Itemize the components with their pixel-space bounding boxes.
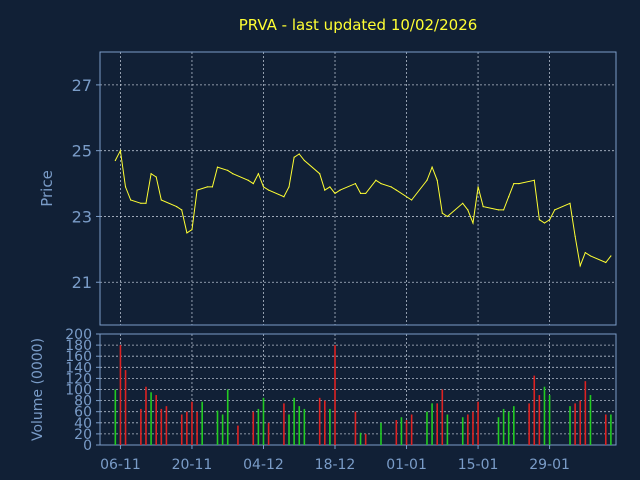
price-point bbox=[176, 205, 178, 208]
price-point bbox=[257, 173, 259, 175]
price-point bbox=[140, 202, 142, 204]
price-frame bbox=[99, 51, 617, 326]
price-point bbox=[334, 192, 336, 195]
price-point bbox=[446, 215, 449, 218]
price-point bbox=[380, 182, 382, 185]
price-point bbox=[395, 189, 397, 191]
volume-y-tick-label: 160 bbox=[65, 349, 92, 365]
price-point bbox=[462, 202, 464, 204]
volume-y-tick-label: 120 bbox=[65, 371, 92, 387]
price-point bbox=[467, 209, 469, 211]
price-point bbox=[181, 209, 183, 211]
price-point bbox=[262, 186, 265, 188]
volume-y-axis-label: Volume (0000) bbox=[30, 338, 46, 441]
price-point bbox=[497, 209, 500, 211]
price-point bbox=[160, 199, 162, 201]
volume-y-tick-label: 0 bbox=[83, 438, 92, 454]
price-point bbox=[155, 176, 157, 178]
price-point bbox=[247, 179, 249, 181]
price-point bbox=[543, 222, 546, 224]
price-point bbox=[206, 186, 208, 188]
price-point bbox=[569, 202, 571, 204]
x-tick-label: 20-11 bbox=[172, 457, 213, 473]
price-point bbox=[150, 173, 152, 175]
price-point bbox=[293, 156, 295, 158]
x-tick-label: 06-11 bbox=[100, 457, 141, 473]
price-point bbox=[472, 222, 474, 224]
price-point bbox=[574, 235, 576, 237]
price-point bbox=[589, 255, 592, 257]
volume-y-tick-label: 80 bbox=[74, 394, 92, 410]
price-point bbox=[477, 186, 479, 188]
price-y-tick-label: 27 bbox=[72, 76, 92, 95]
price-point bbox=[375, 179, 377, 181]
price-point bbox=[267, 189, 270, 191]
price-point bbox=[533, 179, 535, 181]
price-point bbox=[436, 179, 438, 181]
price-point bbox=[298, 153, 300, 155]
price-point bbox=[186, 232, 188, 234]
price-point bbox=[191, 229, 193, 231]
price-point bbox=[610, 255, 612, 257]
price-point bbox=[482, 205, 484, 208]
price-y-tick-label: 21 bbox=[72, 273, 92, 292]
price-point bbox=[303, 159, 305, 162]
price-point bbox=[548, 219, 551, 221]
price-point bbox=[124, 186, 127, 188]
price-point bbox=[513, 182, 515, 185]
price-point bbox=[354, 182, 357, 185]
price-point bbox=[216, 166, 219, 168]
price-point bbox=[365, 192, 367, 195]
price-point bbox=[518, 182, 520, 185]
price-panel: 21 23 25 27 Price bbox=[38, 51, 617, 326]
price-point bbox=[114, 159, 116, 162]
price-point bbox=[503, 209, 505, 211]
chart-title: PRVA - last updated 10/02/2026 bbox=[239, 16, 478, 34]
price-point bbox=[119, 150, 122, 152]
x-tick-label: 04-12 bbox=[243, 457, 284, 473]
x-tick-label: 15-01 bbox=[458, 457, 499, 473]
volume-frame bbox=[99, 333, 617, 446]
price-point bbox=[538, 219, 540, 221]
price-point bbox=[554, 209, 556, 211]
price-point bbox=[605, 261, 607, 264]
volume-y-tick-label: 200 bbox=[65, 327, 92, 343]
price-point bbox=[196, 189, 198, 191]
price-point bbox=[145, 202, 147, 204]
x-tick-label: 18-12 bbox=[315, 457, 356, 473]
volume-y-tick-label: 180 bbox=[65, 338, 92, 354]
volume-y-tick-label: 60 bbox=[74, 405, 92, 421]
volume-y-tick-label: 20 bbox=[74, 427, 92, 443]
price-point bbox=[319, 173, 321, 175]
price-point bbox=[232, 173, 234, 175]
price-point bbox=[508, 196, 510, 198]
price-point bbox=[130, 199, 132, 201]
price-point bbox=[411, 199, 413, 201]
price-point bbox=[252, 182, 254, 185]
volume-y-tick-label: 100 bbox=[65, 383, 92, 399]
price-point bbox=[283, 196, 285, 198]
volume-y-tick-label: 140 bbox=[65, 360, 92, 376]
volume-y-tick-label: 40 bbox=[74, 416, 92, 432]
price-point bbox=[324, 189, 326, 191]
price-point bbox=[579, 265, 581, 267]
price-point bbox=[390, 186, 392, 188]
price-point bbox=[227, 169, 229, 172]
price-point bbox=[441, 212, 443, 214]
price-point bbox=[359, 192, 362, 195]
price-point bbox=[426, 179, 428, 181]
price-point bbox=[339, 189, 341, 191]
price-y-axis-label: Price bbox=[38, 170, 56, 207]
x-tick-label: 01-01 bbox=[386, 457, 427, 473]
price-y-tick-label: 23 bbox=[72, 207, 92, 226]
price-point bbox=[431, 166, 433, 168]
price-point bbox=[584, 252, 586, 254]
price-point bbox=[288, 186, 290, 188]
x-tick-label: 29-01 bbox=[529, 457, 570, 473]
price-y-tick-label: 25 bbox=[72, 142, 92, 161]
price-point bbox=[329, 186, 331, 188]
price-point bbox=[211, 186, 213, 188]
